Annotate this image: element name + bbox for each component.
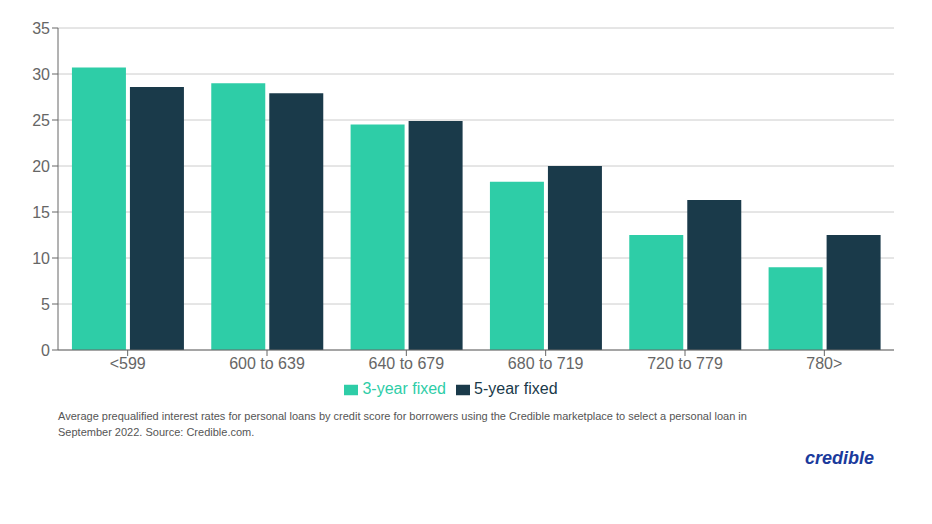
html-text:September 2022. Source: Credib: September 2022. Source: Credible.com. [58, 426, 255, 438]
html-text:5-year fixed: 5-year fixed [474, 380, 558, 397]
svg-text:20: 20 [32, 158, 50, 175]
html-text:Average prequalified interest: Average prequalified interest rates for … [58, 410, 747, 422]
svg-text:600 to 639: 600 to 639 [229, 355, 305, 372]
html-text:3-year fixed: 3-year fixed [362, 380, 446, 397]
svg-text:25: 25 [32, 112, 50, 129]
html-text:credible: credible [805, 448, 874, 468]
svg-text:5: 5 [41, 296, 50, 313]
svg-text:30: 30 [32, 66, 50, 83]
svg-text:680 to 719: 680 to 719 [508, 355, 584, 372]
svg-text:0: 0 [41, 342, 50, 359]
svg-text:780>: 780> [806, 355, 842, 372]
svg-text:15: 15 [32, 204, 50, 221]
svg-text:10: 10 [32, 250, 50, 267]
svg-text:35: 35 [32, 20, 50, 37]
svg-text:720 to 779: 720 to 779 [647, 355, 723, 372]
svg-text:640 to 679: 640 to 679 [369, 355, 445, 372]
svg-text:<599: <599 [110, 355, 146, 372]
